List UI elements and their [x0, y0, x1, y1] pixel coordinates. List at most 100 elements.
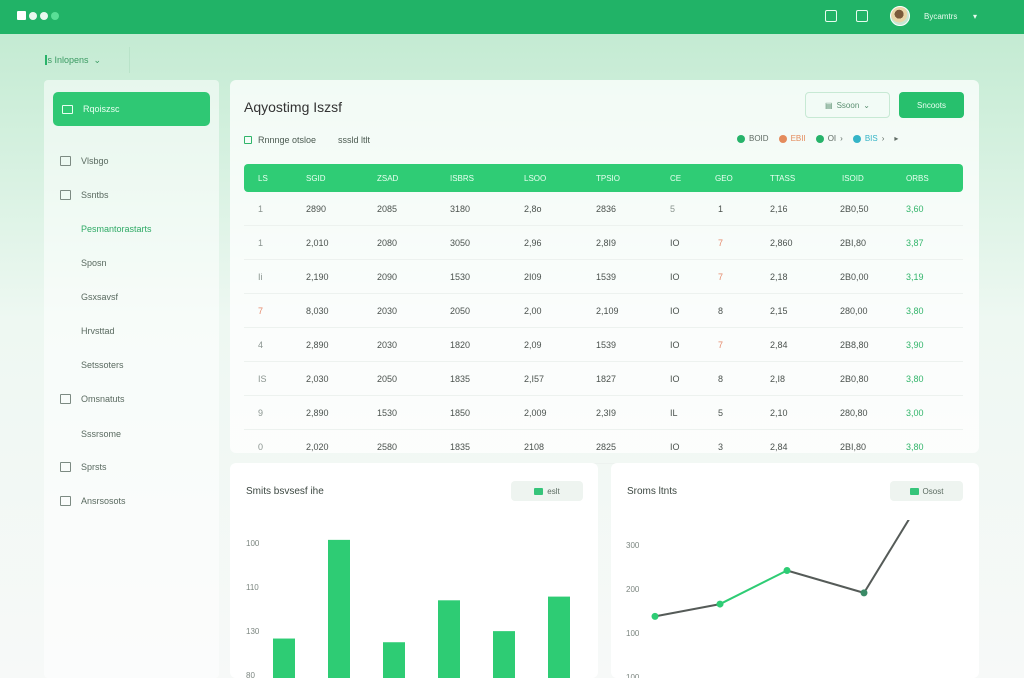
table-cell: 1835: [450, 374, 471, 384]
calendar-icon: ▤: [825, 100, 833, 110]
table-row[interactable]: 1 2,010 2080 3050 2,96 2,8I9 IO 7 2,860 2BI,80 3,8…: [244, 226, 963, 260]
sidebar-item-4[interactable]: Sposn: [81, 258, 107, 268]
app-logo[interactable]: [17, 11, 59, 20]
table-cell: IL: [670, 408, 678, 418]
column-header[interactable]: LS: [258, 174, 268, 183]
bar-chart: 100 110 130 80: [246, 539, 570, 678]
legend-item[interactable]: OI ›: [815, 134, 843, 143]
username[interactable]: Bycamtrs: [924, 12, 958, 21]
primary-action-button[interactable]: Sncoots: [899, 92, 964, 118]
table-cell: 2085: [377, 204, 398, 214]
table-cell: IO: [670, 374, 680, 384]
table-cell: 2,18: [770, 272, 788, 282]
filter-option[interactable]: sssld ltlt: [338, 135, 371, 145]
y-tick-label: 100: [626, 629, 640, 638]
bar[interactable]: [548, 596, 570, 678]
filter-dropdown-button[interactable]: ▤ Ssoon ⌄: [805, 92, 890, 118]
table-cell: 2825: [596, 442, 617, 452]
table-cell: 2,8o: [524, 204, 542, 214]
chart-title: Sroms ltnts: [627, 486, 678, 497]
data-point[interactable]: [783, 566, 791, 574]
column-header[interactable]: ISOID: [842, 174, 864, 183]
table-row[interactable]: 0 2,020 2580 1835 2108 2825 IO 3 2,84 2BI,80 3,80: [244, 430, 963, 464]
checkbox-icon: [244, 136, 252, 144]
sidebar-item-10[interactable]: Sprsts: [60, 462, 107, 472]
data-point[interactable]: [651, 612, 659, 620]
y-tick-label: 100: [246, 539, 260, 548]
legend-item[interactable]: BOID: [737, 134, 769, 143]
table-row[interactable]: 7 8,030 2030 2050 2,00 2,109 IO 8 2,15 280,00 3,80: [244, 294, 963, 328]
table-header: LS SGID ZSAD ISBRS LSOO TPSIO CE GEO TTA…: [244, 164, 963, 192]
table-cell: 2BI,80: [840, 442, 867, 452]
column-header[interactable]: TPSIO: [596, 174, 621, 183]
sidebar-item-7[interactable]: Setssoters: [81, 360, 124, 370]
legend-item[interactable]: BIS ›: [852, 134, 884, 143]
calendar-icon[interactable]: [856, 10, 868, 22]
sidebar-item-active[interactable]: Rqoiszsc: [53, 92, 210, 126]
table-cell: 1850: [450, 408, 471, 418]
table-cell: 2B0,50: [840, 204, 869, 214]
user-menu-chevron-icon[interactable]: ▾: [973, 12, 978, 21]
panel-icon: [60, 496, 71, 506]
status-tag: 3,80: [906, 306, 924, 316]
table-cell: 2080: [377, 238, 398, 248]
chart-options-button[interactable]: Osost: [890, 481, 963, 501]
sidebar-item-1[interactable]: Vlsbgo: [60, 156, 109, 166]
table-cell: 2,I8: [770, 374, 786, 384]
sidebar-item-3[interactable]: Pesmantorastarts: [81, 224, 152, 234]
table-cell: 2,8I9: [596, 238, 617, 248]
data-point[interactable]: [716, 600, 724, 608]
avatar[interactable]: [890, 6, 910, 26]
filter-bar: Rnnnge otsloe sssld ltlt: [244, 135, 370, 145]
notification-icon[interactable]: [825, 10, 837, 22]
table-cell: 1: [258, 204, 264, 214]
table-cell: 2,10: [770, 408, 788, 418]
bar[interactable]: [438, 600, 460, 678]
column-header[interactable]: GEO: [715, 174, 733, 183]
legend-item[interactable]: EBII: [778, 134, 806, 143]
table-row[interactable]: 1 2890 2085 3180 2,8o 2836 5 1 2,16 2B0,50 3,60: [244, 192, 963, 226]
table-cell: 2B0,00: [840, 272, 869, 282]
table-cell: 1820: [450, 340, 471, 350]
chart-options-button[interactable]: eslt: [511, 481, 583, 501]
play-icon[interactable]: ▸: [894, 134, 899, 143]
table-cell: 7: [718, 340, 724, 350]
table-cell: 2580: [377, 442, 398, 452]
table-row[interactable]: IS 2,030 2050 1835 2,I57 1827 IO 8 2,I8 2B0,80 3,8…: [244, 362, 963, 396]
table-row[interactable]: 4 2,890 2030 1820 2,09 1539 IO 7 2,84 2B8,80 3,90: [244, 328, 963, 362]
column-header[interactable]: TTASS: [770, 174, 796, 183]
column-header[interactable]: LSOO: [524, 174, 547, 183]
column-header[interactable]: SGID: [306, 174, 326, 183]
column-header[interactable]: CE: [670, 174, 682, 183]
line-segment: [654, 603, 721, 618]
box-icon: [60, 190, 71, 200]
sidebar-item-6[interactable]: Hrvsttad: [81, 326, 115, 336]
filter-option[interactable]: Rnnnge otsloe: [244, 135, 316, 145]
line-segment: [863, 520, 910, 594]
bar[interactable]: [493, 631, 515, 678]
workspace-selector[interactable]: Is Inlopens ⌄: [40, 47, 130, 73]
data-point[interactable]: [860, 589, 868, 597]
table-row[interactable]: 9 2,890 1530 1850 2,009 2,3I9 IL 5 2,10 280,80 3,0…: [244, 396, 963, 430]
table-cell: 2,I57: [524, 374, 545, 384]
column-header[interactable]: ISBRS: [450, 174, 475, 183]
table-cell: 2,84: [770, 442, 788, 452]
sidebar-item-11[interactable]: Ansrsosots: [60, 496, 126, 506]
y-tick-label: 80: [246, 671, 255, 678]
sidebar-item-2[interactable]: Ssntbs: [60, 190, 109, 200]
sidebar-item-8[interactable]: Omsnatuts: [60, 394, 125, 404]
table-cell: 1827: [596, 374, 617, 384]
bar[interactable]: [273, 638, 295, 678]
column-header[interactable]: ZSAD: [377, 174, 399, 183]
bar[interactable]: [383, 642, 405, 678]
table-row[interactable]: Ii 2,190 2090 1530 2I09 1539 IO 7 2,18 2B0,00 3,19: [244, 260, 963, 294]
table-cell: 3050: [450, 238, 471, 248]
table-cell: IO: [670, 238, 680, 248]
column-header[interactable]: ORBS: [906, 174, 929, 183]
sidebar-item-5[interactable]: Gsxsavsf: [81, 292, 119, 302]
table-cell: 9: [258, 408, 264, 418]
bar[interactable]: [328, 539, 350, 678]
sidebar-item-9[interactable]: Sssrsome: [81, 429, 122, 439]
table-cell: 8: [718, 306, 724, 316]
bar-chart-icon: [534, 487, 544, 495]
